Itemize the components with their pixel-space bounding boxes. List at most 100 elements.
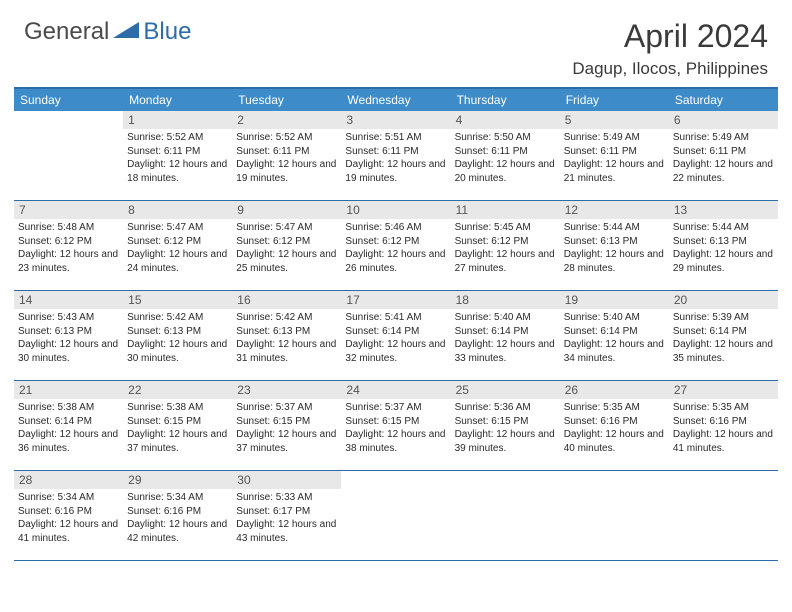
logo-triangle-icon	[113, 20, 139, 45]
sunrise-text: Sunrise: 5:37 AM	[345, 401, 446, 415]
day-info: Sunrise: 5:41 AMSunset: 6:14 PMDaylight:…	[341, 311, 450, 369]
day-number: 16	[232, 291, 341, 309]
day-cell: 16 Sunrise: 5:42 AMSunset: 6:13 PMDayligh…	[232, 291, 341, 380]
day-cell: 26Sunrise: 5:35 AMSunset: 6:16 PMDayligh…	[560, 381, 669, 470]
daylight-text: Daylight: 12 hours and 22 minutes.	[673, 158, 774, 185]
day-cell: 22Sunrise: 5:38 AMSunset: 6:15 PMDayligh…	[123, 381, 232, 470]
daylight-text: Daylight: 12 hours and 27 minutes.	[455, 248, 556, 275]
sunset-text: Sunset: 6:12 PM	[127, 235, 228, 249]
sunset-text: Sunset: 6:11 PM	[564, 145, 665, 159]
daylight-text: Daylight: 12 hours and 31 minutes.	[236, 338, 337, 365]
day-number: 24	[341, 381, 450, 399]
daylight-text: Daylight: 12 hours and 30 minutes.	[127, 338, 228, 365]
daylight-text: Daylight: 12 hours and 30 minutes.	[18, 338, 119, 365]
sunrise-text: Sunrise: 5:40 AM	[455, 311, 556, 325]
sunset-text: Sunset: 6:14 PM	[673, 325, 774, 339]
day-cell: 10Sunrise: 5:46 AMSunset: 6:12 PMDayligh…	[341, 201, 450, 290]
day-info: Sunrise: 5:34 AMSunset: 6:16 PMDaylight:…	[14, 491, 123, 549]
day-number: 25	[451, 381, 560, 399]
daylight-text: Daylight: 12 hours and 35 minutes.	[673, 338, 774, 365]
day-number: 18	[451, 291, 560, 309]
day-number: 8	[123, 201, 232, 219]
day-info: Sunrise: 5:50 AMSunset: 6:11 PMDaylight:…	[451, 131, 560, 189]
day-info: Sunrise: 5:39 AMSunset: 6:14 PMDaylight:…	[669, 311, 778, 369]
sunset-text: Sunset: 6:12 PM	[18, 235, 119, 249]
day-cell: 30 Sunrise: 5:33 AMSunset: 6:17 PMDayligh…	[232, 471, 341, 560]
location-label: Dagup, Ilocos, Philippines	[572, 59, 768, 79]
sunrise-text: Sunrise: 5:44 AM	[673, 221, 774, 235]
day-number: 4	[451, 111, 560, 129]
sunrise-text: Sunrise: 5:35 AM	[673, 401, 774, 415]
sunrise-text: Sunrise: 5:41 AM	[345, 311, 446, 325]
day-number: 19	[560, 291, 669, 309]
week-row: 28Sunrise: 5:34 AMSunset: 6:16 PMDayligh…	[14, 471, 778, 561]
sunrise-text: Sunrise: 5:42 AM	[236, 311, 337, 325]
day-cell: 9Sunrise: 5:47 AMSunset: 6:12 PMDaylight…	[232, 201, 341, 290]
daylight-text: Daylight: 12 hours and 25 minutes.	[236, 248, 337, 275]
page-header: General Blue April 2024 Dagup, Ilocos, P…	[0, 0, 792, 87]
daylight-text: Daylight: 12 hours and 19 minutes.	[345, 158, 446, 185]
daylight-text: Daylight: 12 hours and 33 minutes.	[455, 338, 556, 365]
daylight-text: Daylight: 12 hours and 38 minutes.	[345, 428, 446, 455]
day-info: Sunrise: 5:35 AMSunset: 6:16 PMDaylight:…	[560, 401, 669, 459]
day-info: Sunrise: 5:47 AMSunset: 6:12 PMDaylight:…	[123, 221, 232, 279]
day-number: 1	[123, 111, 232, 129]
sunset-text: Sunset: 6:11 PM	[673, 145, 774, 159]
sunset-text: Sunset: 6:15 PM	[127, 415, 228, 429]
sunrise-text: Sunrise: 5:34 AM	[18, 491, 119, 505]
month-title: April 2024	[572, 18, 768, 55]
sunrise-text: Sunrise: 5:35 AM	[564, 401, 665, 415]
daylight-text: Daylight: 12 hours and 29 minutes.	[673, 248, 774, 275]
day-cell: 4 Sunrise: 5:50 AMSunset: 6:11 PMDaylight…	[451, 111, 560, 200]
sunrise-text: Sunrise: 5:43 AM	[18, 311, 119, 325]
daylight-text: Daylight: 12 hours and 39 minutes.	[455, 428, 556, 455]
weekday-monday: Monday	[123, 89, 232, 111]
daylight-text: Daylight: 12 hours and 18 minutes.	[127, 158, 228, 185]
day-number: 14	[14, 291, 123, 309]
week-row: 7Sunrise: 5:48 AMSunset: 6:12 PMDaylight…	[14, 201, 778, 291]
day-cell	[669, 471, 778, 560]
daylight-text: Daylight: 12 hours and 36 minutes.	[18, 428, 119, 455]
week-row: 14Sunrise: 5:43 AMSunset: 6:13 PMDayligh…	[14, 291, 778, 381]
sunrise-text: Sunrise: 5:33 AM	[236, 491, 337, 505]
day-number: 15	[123, 291, 232, 309]
day-cell: 12Sunrise: 5:44 AMSunset: 6:13 PMDayligh…	[560, 201, 669, 290]
day-number: 2	[232, 111, 341, 129]
day-cell: 24Sunrise: 5:37 AMSunset: 6:15 PMDayligh…	[341, 381, 450, 470]
day-info: Sunrise: 5:42 AMSunset: 6:13 PMDaylight:…	[232, 311, 341, 369]
sunrise-text: Sunrise: 5:47 AM	[127, 221, 228, 235]
day-number: 11	[451, 201, 560, 219]
day-cell: 3Sunrise: 5:51 AMSunset: 6:11 PMDaylight…	[341, 111, 450, 200]
sunset-text: Sunset: 6:12 PM	[236, 235, 337, 249]
sunrise-text: Sunrise: 5:47 AM	[236, 221, 337, 235]
sunset-text: Sunset: 6:15 PM	[236, 415, 337, 429]
day-info: Sunrise: 5:40 AMSunset: 6:14 PMDaylight:…	[451, 311, 560, 369]
day-cell: 23Sunrise: 5:37 AMSunset: 6:15 PMDayligh…	[232, 381, 341, 470]
day-cell: 5Sunrise: 5:49 AMSunset: 6:11 PMDaylight…	[560, 111, 669, 200]
day-info: Sunrise: 5:46 AMSunset: 6:12 PMDaylight:…	[341, 221, 450, 279]
day-info: Sunrise: 5:44 AMSunset: 6:13 PMDaylight:…	[669, 221, 778, 279]
sunrise-text: Sunrise: 5:39 AM	[673, 311, 774, 325]
daylight-text: Daylight: 12 hours and 40 minutes.	[564, 428, 665, 455]
sunrise-text: Sunrise: 5:50 AM	[455, 131, 556, 145]
daylight-text: Daylight: 12 hours and 37 minutes.	[127, 428, 228, 455]
week-row: 21Sunrise: 5:38 AMSunset: 6:14 PMDayligh…	[14, 381, 778, 471]
day-cell: 25Sunrise: 5:36 AMSunset: 6:15 PMDayligh…	[451, 381, 560, 470]
day-cell: 1Sunrise: 5:52 AMSunset: 6:11 PMDaylight…	[123, 111, 232, 200]
day-number: 30	[232, 471, 341, 489]
day-cell: 14 Sunrise: 5:43 AMSunset: 6:13 PMDayligh…	[14, 291, 123, 380]
daylight-text: Daylight: 12 hours and 24 minutes.	[127, 248, 228, 275]
day-info: Sunrise: 5:33 AMSunset: 6:17 PMDaylight:…	[232, 491, 341, 549]
day-info: Sunrise: 5:43 AMSunset: 6:13 PMDaylight:…	[14, 311, 123, 369]
day-cell: 21Sunrise: 5:38 AMSunset: 6:14 PMDayligh…	[14, 381, 123, 470]
day-cell: 7Sunrise: 5:48 AMSunset: 6:12 PMDaylight…	[14, 201, 123, 290]
sunset-text: Sunset: 6:12 PM	[455, 235, 556, 249]
day-number: 22	[123, 381, 232, 399]
logo-text-general: General	[24, 18, 109, 46]
sunset-text: Sunset: 6:11 PM	[127, 145, 228, 159]
day-cell: 27Sunrise: 5:35 AMSunset: 6:16 PMDayligh…	[669, 381, 778, 470]
sunrise-text: Sunrise: 5:40 AM	[564, 311, 665, 325]
day-cell: 19Sunrise: 5:40 AMSunset: 6:14 PMDayligh…	[560, 291, 669, 380]
sunset-text: Sunset: 6:13 PM	[18, 325, 119, 339]
day-number: 27	[669, 381, 778, 399]
